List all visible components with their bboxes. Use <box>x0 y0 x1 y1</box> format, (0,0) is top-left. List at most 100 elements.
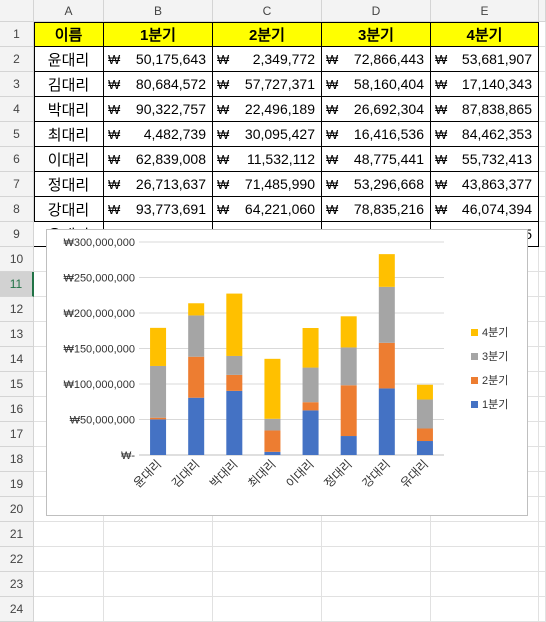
bar-segment-이대리-4분기[interactable] <box>302 327 319 368</box>
bar-segment-김대리-4분기[interactable] <box>188 303 205 316</box>
cell-b23[interactable] <box>104 572 213 597</box>
bar-segment-정대리-3분기[interactable] <box>340 347 357 386</box>
bar-segment-박대리-3분기[interactable] <box>226 355 243 375</box>
column-header-e[interactable]: E <box>431 0 539 22</box>
bar-segment-윤대리-1분기[interactable] <box>150 419 167 455</box>
cell-c3[interactable]: ₩57,727,371 <box>213 72 322 97</box>
row-header-17[interactable]: 17 <box>0 422 34 447</box>
cell-e1[interactable]: 4분기 <box>431 22 539 47</box>
row-header-7[interactable]: 7 <box>0 172 34 197</box>
cell-b7[interactable]: ₩26,713,637 <box>104 172 213 197</box>
cell-a1[interactable]: 이름 <box>34 22 104 47</box>
column-header-c[interactable]: C <box>213 0 322 22</box>
bar-segment-윤대리-3분기[interactable] <box>150 365 167 418</box>
cell-c7[interactable]: ₩71,485,990 <box>213 172 322 197</box>
cell-a2[interactable]: 윤대리 <box>34 47 104 72</box>
row-header-18[interactable]: 18 <box>0 447 34 472</box>
row-header-14[interactable]: 14 <box>0 347 34 372</box>
cell-b2[interactable]: ₩50,175,643 <box>104 47 213 72</box>
cell-c1[interactable]: 2분기 <box>213 22 322 47</box>
cell-a5[interactable]: 최대리 <box>34 122 104 147</box>
bar-segment-이대리-2분기[interactable] <box>302 402 319 411</box>
row-header-5[interactable]: 5 <box>0 122 34 147</box>
cell-e4[interactable]: ₩87,838,865 <box>431 97 539 122</box>
bar-segment-김대리-3분기[interactable] <box>188 315 205 357</box>
cell-b24[interactable] <box>104 597 213 622</box>
cell-b21[interactable] <box>104 522 213 547</box>
row-header-23[interactable]: 23 <box>0 572 34 597</box>
cell-e5[interactable]: ₩84,462,353 <box>431 122 539 147</box>
cell-c8[interactable]: ₩64,221,060 <box>213 197 322 222</box>
cell-d24[interactable] <box>322 597 431 622</box>
cell-c23[interactable] <box>213 572 322 597</box>
cell-b22[interactable] <box>104 547 213 572</box>
cell-e8[interactable]: ₩46,074,394 <box>431 197 539 222</box>
row-header-11[interactable]: 11 <box>0 272 34 297</box>
bar-segment-최대리-2분기[interactable] <box>264 430 281 452</box>
cell-a6[interactable]: 이대리 <box>34 147 104 172</box>
cell-a24[interactable] <box>34 597 104 622</box>
bar-segment-박대리-1분기[interactable] <box>226 390 243 455</box>
cell-e2[interactable]: ₩53,681,907 <box>431 47 539 72</box>
cell-b5[interactable]: ₩4,482,739 <box>104 122 213 147</box>
row-header-12[interactable]: 12 <box>0 297 34 322</box>
bar-segment-이대리-3분기[interactable] <box>302 367 319 403</box>
cell-e7[interactable]: ₩43,863,377 <box>431 172 539 197</box>
bar-segment-유대리-4분기[interactable] <box>416 384 433 400</box>
stacked-column-chart[interactable]: ₩- ₩50,000,000 ₩100,000,000 ₩150,000,000 ₩20… <box>46 229 528 516</box>
cell-a3[interactable]: 김대리 <box>34 72 104 97</box>
bar-segment-강대리-1분기[interactable] <box>378 388 395 455</box>
row-header-16[interactable]: 16 <box>0 397 34 422</box>
bar-segment-박대리-2분기[interactable] <box>226 374 243 391</box>
bar-segment-유대리-2분기[interactable] <box>416 428 433 442</box>
row-header-24[interactable]: 24 <box>0 597 34 622</box>
bar-segment-강대리-2분기[interactable] <box>378 342 395 389</box>
cell-a23[interactable] <box>34 572 104 597</box>
row-header-6[interactable]: 6 <box>0 147 34 172</box>
cell-c5[interactable]: ₩30,095,427 <box>213 122 322 147</box>
cell-d6[interactable]: ₩48,775,441 <box>322 147 431 172</box>
cell-b4[interactable]: ₩90,322,757 <box>104 97 213 122</box>
bar-segment-정대리-1분기[interactable] <box>340 436 357 455</box>
select-all-corner[interactable] <box>0 0 34 22</box>
bar-segment-최대리-3분기[interactable] <box>264 418 281 431</box>
row-header-9[interactable]: 9 <box>0 222 34 247</box>
row-header-19[interactable]: 19 <box>0 472 34 497</box>
cell-e24[interactable] <box>431 597 539 622</box>
row-header-22[interactable]: 22 <box>0 547 34 572</box>
cell-a22[interactable] <box>34 547 104 572</box>
bar-segment-윤대리-4분기[interactable] <box>150 327 167 366</box>
cell-b8[interactable]: ₩93,773,691 <box>104 197 213 222</box>
cell-e3[interactable]: ₩17,140,343 <box>431 72 539 97</box>
cell-e23[interactable] <box>431 572 539 597</box>
cell-e21[interactable] <box>431 522 539 547</box>
row-header-8[interactable]: 8 <box>0 197 34 222</box>
cell-b3[interactable]: ₩80,684,572 <box>104 72 213 97</box>
row-header-13[interactable]: 13 <box>0 322 34 347</box>
row-header-21[interactable]: 21 <box>0 522 34 547</box>
row-header-20[interactable]: 20 <box>0 497 34 522</box>
column-header-b[interactable]: B <box>104 0 213 22</box>
bar-segment-정대리-4분기[interactable] <box>340 316 357 348</box>
cell-e6[interactable]: ₩55,732,413 <box>431 147 539 172</box>
row-header-10[interactable]: 10 <box>0 247 34 272</box>
bar-segment-김대리-1분기[interactable] <box>188 397 205 455</box>
cell-d4[interactable]: ₩26,692,304 <box>322 97 431 122</box>
cell-d1[interactable]: 3분기 <box>322 22 431 47</box>
cell-c2[interactable]: ₩2,349,772 <box>213 47 322 72</box>
bar-segment-정대리-2분기[interactable] <box>340 385 357 437</box>
bar-segment-강대리-4분기[interactable] <box>378 254 395 287</box>
bar-segment-최대리-1분기[interactable] <box>264 451 281 455</box>
cell-d5[interactable]: ₩16,416,536 <box>322 122 431 147</box>
cell-d21[interactable] <box>322 522 431 547</box>
cell-d23[interactable] <box>322 572 431 597</box>
bar-segment-박대리-4분기[interactable] <box>226 293 243 356</box>
cell-a21[interactable] <box>34 522 104 547</box>
bar-segment-강대리-3분기[interactable] <box>378 286 395 343</box>
cell-d7[interactable]: ₩53,296,668 <box>322 172 431 197</box>
cell-b1[interactable]: 1분기 <box>104 22 213 47</box>
bar-segment-김대리-2분기[interactable] <box>188 356 205 398</box>
cell-c24[interactable] <box>213 597 322 622</box>
cell-d22[interactable] <box>322 547 431 572</box>
column-header-d[interactable]: D <box>322 0 431 22</box>
